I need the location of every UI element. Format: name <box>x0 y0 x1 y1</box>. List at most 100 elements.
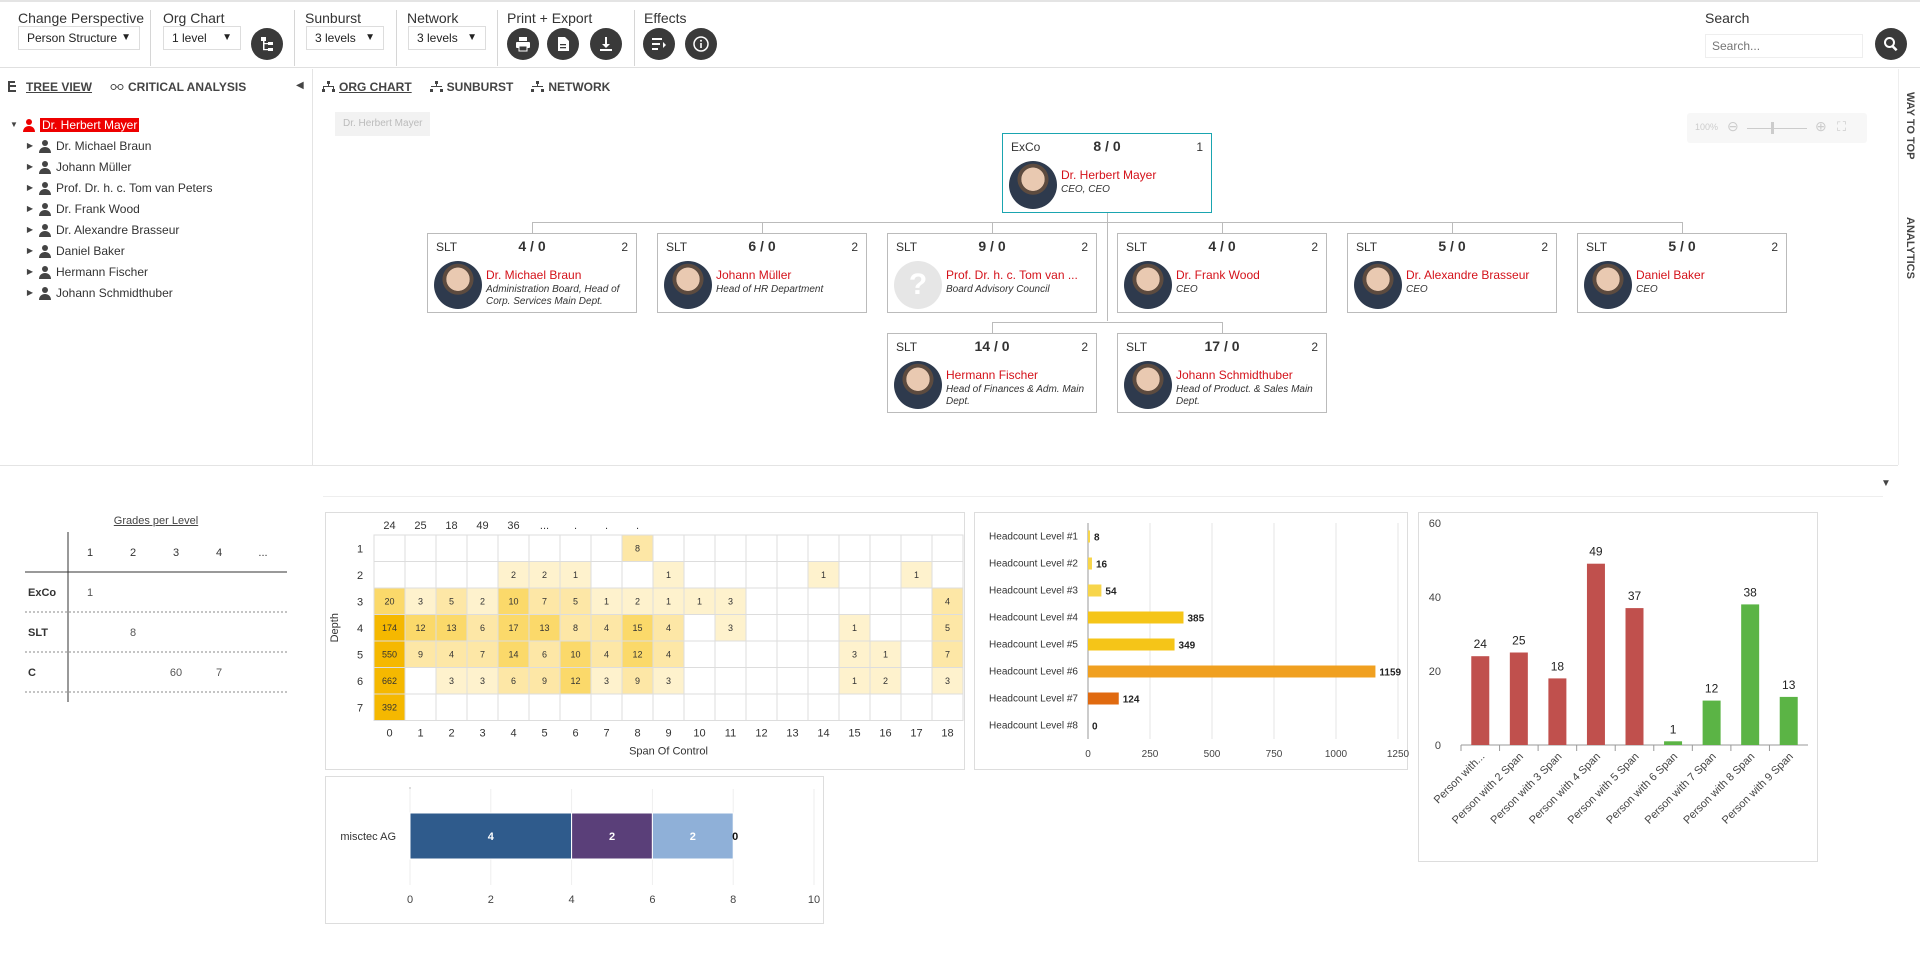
heatmap-cell-value: 9 <box>418 649 423 659</box>
heatmap-cell <box>807 614 840 642</box>
tree-item[interactable]: ▶ Dr. Frank Wood <box>6 198 213 219</box>
org-node[interactable]: SLT 5 / 0 2 Dr. Alexandre Brasseur CEO <box>1347 233 1557 313</box>
tab-org-chart[interactable]: ORG CHART <box>322 80 412 94</box>
node-name[interactable]: Dr. Herbert Mayer <box>1061 168 1157 182</box>
heatmap-cell <box>869 693 902 721</box>
node-name[interactable]: Johann Müller <box>716 268 792 282</box>
caret-down-icon[interactable]: ▼ <box>10 120 18 129</box>
org-node[interactable]: SLT 9 / 0 2? Prof. Dr. h. c. Tom van ... Boa… <box>887 233 1097 313</box>
zoom-slider-handle[interactable] <box>1771 122 1774 134</box>
headcount-category: Headcount Level #3 <box>989 586 1078 597</box>
collapse-analytics-icon[interactable]: ▼ <box>1881 478 1891 489</box>
effects-button[interactable] <box>643 28 675 60</box>
span-heatmap-panel: 24 25 18 49 36...... 8 2 2 1 1 1 1 20 3 5 2 10 7 5 1 2 1 1 3 4 17… <box>325 512 965 770</box>
connector-line <box>992 222 993 233</box>
org-node[interactable]: SLT 5 / 0 2 Daniel Baker CEO <box>1577 233 1787 313</box>
caret-right-icon[interactable]: ▶ <box>26 204 34 213</box>
headcount-value: 349 <box>1179 641 1196 652</box>
search-input[interactable] <box>1705 34 1863 58</box>
node-title: CEO <box>1636 284 1658 295</box>
caret-right-icon[interactable]: ▶ <box>26 246 34 255</box>
heatmap-cell-value: 1 <box>883 649 888 659</box>
export-pdf-button[interactable] <box>547 28 579 60</box>
tree-item[interactable]: ▶ Johann Müller <box>6 156 213 177</box>
tree-item[interactable]: ▶ Dr. Alexandre Brasseur <box>6 219 213 240</box>
heatmap-cell <box>621 561 654 589</box>
org-node-root[interactable]: ExCo 8 / 0 1 Dr. Herbert Mayer CEO, CEO <box>1002 133 1212 213</box>
tab-sunburst-label: SUNBURST <box>446 80 514 94</box>
span-bar <box>1702 700 1721 745</box>
heatmap-cell-value: 7 <box>542 596 547 606</box>
tree-item[interactable]: ▶ Hermann Fischer <box>6 261 213 282</box>
breadcrumb-chip[interactable]: Dr. Herbert Mayer <box>335 112 431 136</box>
heatmap-cell <box>497 587 530 615</box>
heatmap-cell <box>838 534 871 562</box>
search-button[interactable] <box>1875 28 1907 60</box>
headcount-chart: 0 250 500 750 1000 1250 Headcount Level #1 8 Hea… <box>989 523 1410 760</box>
zoom-in-icon[interactable]: ⊕ <box>1815 118 1827 134</box>
printer-icon <box>516 37 530 52</box>
org-node[interactable]: SLT 6 / 0 2 Johann Müller Head of HR Departm… <box>657 233 867 313</box>
span-category: Person with 6 Span <box>1604 751 1680 827</box>
stack-x-tick: 6 <box>649 894 655 906</box>
caret-right-icon[interactable]: ▶ <box>26 183 34 192</box>
tree-item[interactable]: ▶ Daniel Baker <box>6 240 213 261</box>
node-name[interactable]: Daniel Baker <box>1636 268 1705 282</box>
heatmap-cell-value: 1 <box>821 570 826 580</box>
download-button[interactable] <box>590 28 622 60</box>
caret-right-icon[interactable]: ▶ <box>26 141 34 150</box>
headcount-bar <box>1088 611 1184 624</box>
caret-right-icon[interactable]: ▶ <box>26 267 34 276</box>
tree-item[interactable]: ▶ Dr. Michael Braun <box>6 135 213 156</box>
span-value: 25 <box>1512 634 1526 648</box>
node-name[interactable]: Dr. Frank Wood <box>1176 268 1260 282</box>
perspective-select[interactable]: Person Structure ▼ <box>18 26 140 50</box>
network-label: Network <box>407 10 459 26</box>
node-title: Head of HR Department <box>716 284 824 295</box>
heatmap-x-tick: 15 <box>848 728 860 740</box>
org-node[interactable]: SLT 14 / 0 2 Hermann Fischer Head of Finance… <box>887 333 1097 413</box>
org-node[interactable]: SLT 4 / 0 2 Dr. Michael Braun Administration… <box>427 233 637 313</box>
zoom-out-icon[interactable]: ⊖ <box>1727 118 1739 134</box>
tab-critical-analysis[interactable]: CRITICAL ANALYSIS <box>110 80 246 94</box>
way-to-top-tab[interactable]: WAY TO TOP <box>1904 92 1916 160</box>
sunburst-level-select[interactable]: 3 levels ▼ <box>306 26 384 50</box>
hierarchy-button[interactable] <box>251 28 283 60</box>
node-name[interactable]: Prof. Dr. h. c. Tom van ... <box>946 268 1078 282</box>
caret-right-icon[interactable]: ▶ <box>26 162 34 171</box>
heatmap-cell <box>869 614 902 642</box>
node-name[interactable]: Dr. Michael Braun <box>486 268 582 282</box>
zoom-slider[interactable] <box>1747 128 1807 129</box>
print-button[interactable] <box>507 28 539 60</box>
org-node[interactable]: SLT 17 / 0 2 Johann Schmidthuber Head of Pro… <box>1117 333 1327 413</box>
tree-item-root[interactable]: ▼ Dr. Herbert Mayer <box>6 114 213 135</box>
grades-col-header: 1 <box>87 547 93 559</box>
heatmap-cell-value: 1 <box>697 596 702 606</box>
heatmap-x-tick: 17 <box>910 728 922 740</box>
fit-screen-icon[interactable]: ⛶ <box>1837 119 1847 134</box>
tree-item[interactable]: ▶ Prof. Dr. h. c. Tom van Peters <box>6 177 213 198</box>
node-count: 9 / 0 <box>978 238 1006 254</box>
node-name[interactable]: Johann Schmidthuber <box>1176 368 1293 382</box>
grades-cell: 1 <box>87 587 93 599</box>
orgchart-level-select[interactable]: 1 level ▼ <box>163 26 241 50</box>
analytics-tab[interactable]: ANALYTICS <box>1904 217 1916 279</box>
tab-sunburst[interactable]: SUNBURST <box>429 80 514 94</box>
tree-item[interactable]: ▶ Johann Schmidthuber <box>6 282 213 303</box>
node-name[interactable]: Dr. Alexandre Brasseur <box>1406 268 1530 282</box>
info-button[interactable] <box>685 28 717 60</box>
tab-network[interactable]: NETWORK <box>531 80 610 94</box>
node-name[interactable]: Hermann Fischer <box>946 368 1039 382</box>
caret-right-icon[interactable]: ▶ <box>26 225 34 234</box>
collapse-left-icon[interactable]: ◀ <box>296 80 304 91</box>
caret-right-icon[interactable]: ▶ <box>26 288 34 297</box>
heatmap-cell <box>466 561 499 589</box>
tree-item-label: Johann Schmidthuber <box>56 285 173 300</box>
avatar <box>1124 261 1172 309</box>
org-node[interactable]: SLT 4 / 0 2 Dr. Frank Wood CEO <box>1117 233 1327 313</box>
network-level-select[interactable]: 3 levels ▼ <box>408 26 486 50</box>
search-label: Search <box>1705 10 1750 26</box>
stack-category: misctec AG <box>340 831 396 843</box>
tab-tree-view[interactable]: TREE VIEW <box>8 80 92 94</box>
stack-value: 2 <box>609 831 615 843</box>
